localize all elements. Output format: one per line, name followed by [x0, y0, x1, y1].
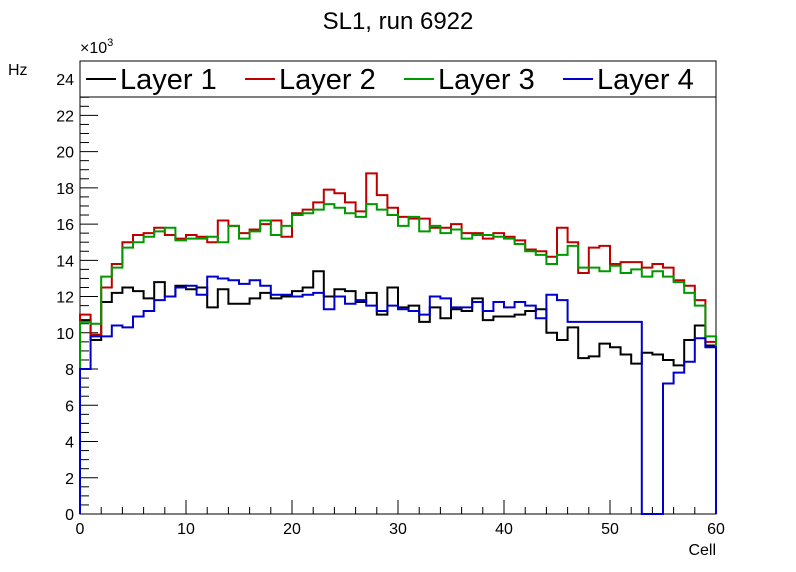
y-tick-label: 24	[56, 72, 74, 89]
series-group	[79, 172, 717, 515]
y-axis-multiplier-exponent: 3	[107, 37, 113, 49]
y-tick-label: 16	[56, 217, 74, 234]
series-line-layer-4	[79, 275, 717, 515]
x-axis-ticks: 0 10 20 30 40 50 60	[76, 500, 725, 538]
y-axis-multiplier-base: ×10	[80, 40, 107, 57]
x-tick-label: 20	[283, 521, 301, 538]
legend-label-layer-1: Layer 1	[120, 64, 217, 96]
y-axis-title: Hz	[8, 62, 28, 79]
series-line-layer-3	[79, 203, 717, 514]
y-axis-multiplier: ×103	[80, 37, 113, 57]
chart-title: SL1, run 6922	[323, 8, 474, 35]
y-tick-label: 20	[56, 145, 74, 162]
series-line-layer-2	[79, 172, 717, 514]
y-tick-label: 12	[56, 290, 74, 307]
y-tick-label: 22	[56, 108, 74, 125]
x-tick-label: 0	[76, 521, 85, 538]
legend: Layer 1 Layer 2 Layer 3 Layer 4	[79, 60, 717, 98]
y-tick-label: 4	[65, 435, 74, 452]
y-tick-label: 6	[65, 398, 74, 415]
legend-label-layer-3: Layer 3	[438, 64, 535, 96]
y-tick-label: 10	[56, 326, 74, 343]
x-tick-label: 10	[177, 521, 195, 538]
x-tick-label: 50	[601, 521, 619, 538]
series-line-layer-1	[79, 270, 717, 514]
legend-box	[79, 60, 717, 98]
y-tick-label: 14	[56, 253, 74, 270]
y-tick-label: 0	[65, 507, 74, 524]
x-tick-label: 60	[707, 521, 725, 538]
y-tick-label: 18	[56, 181, 74, 198]
legend-label-layer-4: Layer 4	[597, 64, 694, 96]
y-tick-label: 8	[65, 362, 74, 379]
x-tick-label: 40	[495, 521, 513, 538]
legend-label-layer-2: Layer 2	[279, 64, 376, 96]
x-tick-label: 30	[389, 521, 407, 538]
x-axis-title: Cell	[688, 542, 716, 559]
y-tick-label: 2	[65, 471, 74, 488]
